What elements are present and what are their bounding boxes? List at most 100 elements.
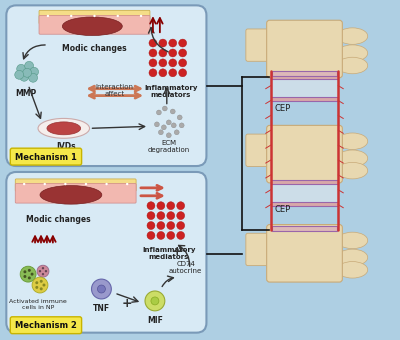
- Circle shape: [23, 183, 25, 185]
- Circle shape: [44, 183, 46, 185]
- Circle shape: [85, 183, 87, 185]
- Circle shape: [47, 15, 49, 17]
- Circle shape: [30, 273, 34, 276]
- FancyBboxPatch shape: [39, 10, 150, 24]
- Circle shape: [15, 70, 24, 79]
- Circle shape: [42, 284, 46, 287]
- Bar: [271, 202, 338, 206]
- Circle shape: [159, 59, 167, 67]
- Bar: [271, 97, 338, 101]
- FancyBboxPatch shape: [6, 172, 206, 333]
- Circle shape: [145, 291, 165, 311]
- Circle shape: [149, 59, 157, 67]
- FancyBboxPatch shape: [10, 317, 82, 334]
- Bar: [271, 75, 338, 79]
- Circle shape: [25, 62, 34, 70]
- Circle shape: [20, 72, 29, 81]
- Circle shape: [162, 106, 167, 111]
- FancyBboxPatch shape: [246, 29, 274, 61]
- Circle shape: [156, 110, 161, 115]
- Circle shape: [93, 15, 96, 17]
- Circle shape: [179, 123, 184, 128]
- Circle shape: [40, 280, 43, 283]
- Circle shape: [30, 67, 38, 76]
- Ellipse shape: [337, 261, 368, 278]
- Circle shape: [171, 123, 176, 128]
- Circle shape: [179, 49, 187, 57]
- Ellipse shape: [47, 122, 81, 135]
- Circle shape: [17, 64, 26, 73]
- Circle shape: [149, 39, 157, 47]
- Ellipse shape: [337, 232, 368, 249]
- Text: TNF: TNF: [93, 304, 110, 313]
- Circle shape: [159, 39, 167, 47]
- Ellipse shape: [40, 186, 102, 204]
- Circle shape: [166, 133, 171, 138]
- Circle shape: [179, 39, 187, 47]
- Ellipse shape: [337, 249, 368, 266]
- Circle shape: [157, 222, 165, 230]
- Circle shape: [147, 202, 155, 210]
- Circle shape: [177, 232, 185, 239]
- Bar: [271, 180, 338, 184]
- Bar: [272, 225, 337, 231]
- Circle shape: [70, 15, 72, 17]
- Circle shape: [20, 266, 36, 282]
- Circle shape: [149, 69, 157, 77]
- FancyBboxPatch shape: [6, 5, 206, 166]
- Circle shape: [28, 276, 31, 279]
- Circle shape: [157, 212, 165, 220]
- Circle shape: [154, 122, 159, 127]
- Circle shape: [179, 69, 187, 77]
- Circle shape: [167, 232, 175, 239]
- Ellipse shape: [337, 133, 368, 150]
- Circle shape: [98, 285, 105, 293]
- Circle shape: [105, 183, 108, 185]
- Circle shape: [42, 267, 44, 269]
- Circle shape: [147, 212, 155, 220]
- Circle shape: [177, 202, 185, 210]
- Circle shape: [174, 130, 179, 135]
- Text: Activated immune
cells in NP: Activated immune cells in NP: [9, 299, 67, 310]
- FancyBboxPatch shape: [10, 148, 82, 165]
- Circle shape: [35, 281, 38, 284]
- Circle shape: [23, 68, 32, 77]
- Ellipse shape: [337, 57, 368, 74]
- Circle shape: [177, 212, 185, 220]
- Circle shape: [161, 125, 166, 130]
- Text: MIF: MIF: [147, 316, 163, 325]
- Circle shape: [169, 59, 177, 67]
- Circle shape: [28, 269, 31, 272]
- Circle shape: [169, 69, 177, 77]
- FancyBboxPatch shape: [246, 134, 274, 166]
- Text: IVDs: IVDs: [56, 142, 76, 151]
- Bar: [272, 71, 337, 76]
- Circle shape: [116, 15, 119, 17]
- Circle shape: [35, 286, 38, 289]
- Bar: [271, 182, 338, 204]
- Ellipse shape: [62, 17, 122, 36]
- Text: CEP: CEP: [275, 205, 291, 214]
- Circle shape: [24, 270, 26, 273]
- Circle shape: [169, 39, 177, 47]
- Circle shape: [167, 212, 175, 220]
- Text: +: +: [122, 298, 132, 310]
- Circle shape: [149, 49, 157, 57]
- Circle shape: [42, 273, 44, 275]
- Circle shape: [151, 297, 159, 305]
- Ellipse shape: [337, 150, 368, 167]
- Text: Modic changes: Modic changes: [26, 215, 90, 224]
- Text: Modic changes: Modic changes: [62, 44, 127, 53]
- Circle shape: [159, 69, 167, 77]
- Circle shape: [24, 275, 26, 278]
- Circle shape: [157, 202, 165, 210]
- Circle shape: [167, 202, 175, 210]
- FancyBboxPatch shape: [267, 224, 342, 282]
- Circle shape: [40, 287, 43, 290]
- Text: Inflammatory
mediators: Inflammatory mediators: [144, 85, 198, 98]
- Circle shape: [147, 232, 155, 239]
- Circle shape: [29, 73, 38, 82]
- FancyBboxPatch shape: [267, 20, 342, 78]
- Circle shape: [126, 183, 128, 185]
- Text: Interaction
affect: Interaction affect: [96, 84, 134, 97]
